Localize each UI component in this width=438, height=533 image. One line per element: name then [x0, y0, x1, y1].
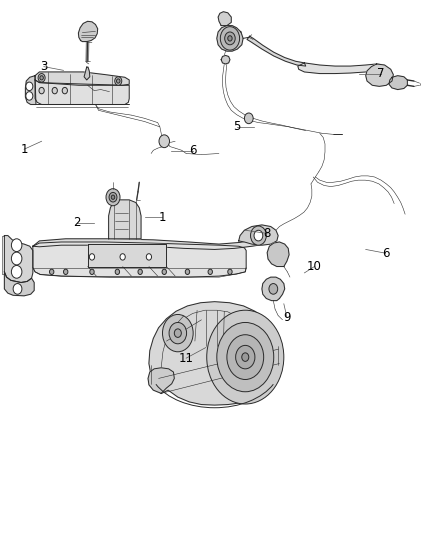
Circle shape [227, 335, 264, 379]
Polygon shape [217, 26, 243, 51]
Circle shape [254, 230, 263, 241]
Polygon shape [218, 12, 231, 26]
Polygon shape [149, 302, 279, 405]
Polygon shape [33, 239, 272, 249]
Circle shape [159, 135, 170, 148]
Polygon shape [84, 67, 90, 80]
Circle shape [138, 269, 142, 274]
Text: 5: 5 [233, 120, 240, 133]
Circle shape [26, 92, 33, 100]
Circle shape [26, 82, 33, 91]
Polygon shape [35, 80, 129, 104]
Polygon shape [298, 63, 385, 74]
Polygon shape [4, 272, 34, 296]
Polygon shape [267, 242, 289, 266]
Circle shape [49, 269, 54, 274]
Circle shape [169, 322, 187, 344]
Circle shape [236, 345, 255, 369]
Text: 6: 6 [189, 144, 197, 157]
Circle shape [208, 269, 212, 274]
Polygon shape [88, 244, 166, 266]
Text: 9: 9 [283, 311, 291, 324]
Text: 3: 3 [40, 60, 47, 73]
Circle shape [207, 310, 284, 404]
Text: 1: 1 [158, 211, 166, 224]
Circle shape [146, 254, 152, 260]
Circle shape [228, 36, 232, 41]
Text: 11: 11 [179, 352, 194, 365]
Circle shape [251, 226, 266, 245]
Circle shape [111, 195, 115, 199]
Polygon shape [247, 36, 306, 66]
Polygon shape [25, 76, 36, 104]
Circle shape [228, 269, 232, 274]
Polygon shape [262, 277, 285, 301]
Circle shape [89, 254, 95, 260]
Polygon shape [33, 242, 246, 277]
Circle shape [40, 76, 43, 80]
Text: 8: 8 [264, 227, 271, 240]
Circle shape [217, 322, 274, 392]
Circle shape [64, 269, 68, 274]
Circle shape [174, 329, 181, 337]
Polygon shape [389, 76, 407, 90]
Text: 10: 10 [307, 260, 322, 273]
Text: 6: 6 [381, 247, 389, 260]
Circle shape [162, 269, 166, 274]
Circle shape [117, 79, 120, 83]
Circle shape [185, 269, 190, 274]
Circle shape [220, 27, 240, 50]
Circle shape [52, 87, 57, 94]
Circle shape [90, 269, 94, 274]
Circle shape [62, 87, 67, 94]
Circle shape [162, 314, 193, 352]
Circle shape [11, 239, 22, 252]
Circle shape [39, 87, 44, 94]
Circle shape [120, 254, 125, 260]
Polygon shape [78, 21, 98, 42]
Polygon shape [239, 225, 278, 245]
Circle shape [13, 284, 22, 294]
Circle shape [11, 252, 22, 265]
Circle shape [11, 265, 22, 278]
Circle shape [225, 32, 235, 45]
Text: 7: 7 [377, 67, 385, 80]
Circle shape [109, 192, 117, 202]
Polygon shape [221, 55, 230, 64]
Circle shape [38, 74, 45, 82]
Circle shape [115, 269, 120, 274]
Circle shape [106, 189, 120, 206]
Text: 2: 2 [73, 216, 81, 229]
Text: 1: 1 [20, 143, 28, 156]
Polygon shape [148, 368, 174, 393]
Circle shape [242, 353, 249, 361]
Circle shape [244, 113, 253, 124]
Circle shape [269, 284, 278, 294]
Polygon shape [4, 236, 33, 282]
Circle shape [115, 77, 122, 85]
Polygon shape [35, 72, 129, 85]
Polygon shape [366, 64, 393, 86]
Polygon shape [109, 200, 141, 239]
